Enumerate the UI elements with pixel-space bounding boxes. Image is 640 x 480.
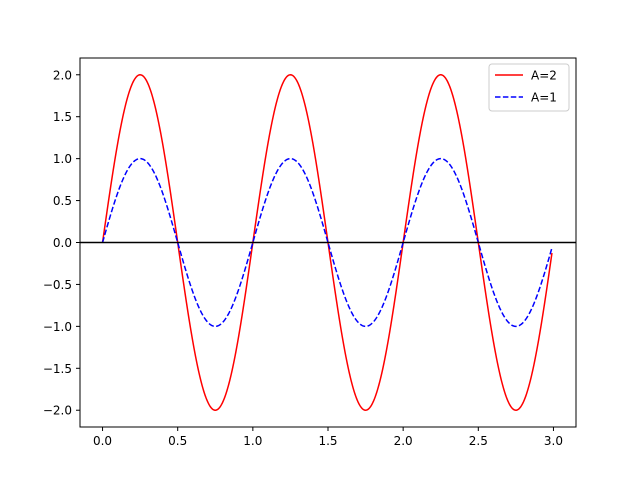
y-tick-label: 1.5 [53, 110, 72, 124]
x-tick-label: 1.5 [318, 434, 337, 448]
y-tick-label: −0.5 [43, 278, 72, 292]
legend: A=2 A=1 [488, 63, 570, 112]
x-tick-label: 2.5 [469, 434, 488, 448]
y-tick-label: 2.0 [53, 68, 72, 82]
x-tick-label: 0.0 [93, 434, 112, 448]
y-tick-label: −2.0 [43, 404, 72, 418]
series-line-a1 [101, 157, 553, 328]
legend-label-a1: A=1 [531, 91, 557, 105]
y-tick-label: −1.5 [43, 362, 72, 376]
y-tick-label: 0.0 [53, 236, 72, 250]
legend-label-a2: A=2 [531, 69, 557, 83]
ticks: 0.0 0.5 1.0 1.5 2.0 2.5 3.0 −2.0 −1.5 −1.0 −0.5 0.0… [43, 68, 563, 448]
x-tick-label: 0.5 [168, 434, 187, 448]
y-tick-label: −1.0 [43, 320, 72, 334]
x-tick-label: 2.0 [394, 434, 413, 448]
plot-area [80, 74, 576, 411]
x-tick-label: 3.0 [544, 434, 563, 448]
x-tick-label: 1.0 [243, 434, 262, 448]
y-tick-label: 1.0 [53, 152, 72, 166]
legend-box [488, 63, 570, 112]
y-tick-label: 0.5 [53, 194, 72, 208]
